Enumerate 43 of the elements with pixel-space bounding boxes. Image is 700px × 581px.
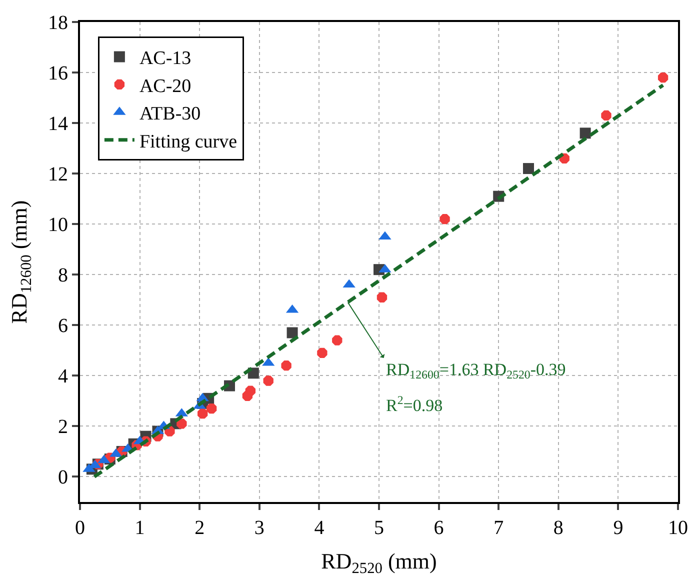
point <box>658 72 668 83</box>
legend-label: ATB-30 <box>139 104 201 125</box>
x-tick-label: 2 <box>194 517 205 539</box>
y-tick-label: 2 <box>58 416 68 438</box>
y-tick-label: 6 <box>58 315 68 338</box>
point <box>263 376 274 386</box>
y-tick-label: 8 <box>58 264 68 287</box>
x-tick-label: 9 <box>613 517 624 539</box>
y-tick-label: 0 <box>58 466 68 489</box>
y-tick-label: 10 <box>48 214 68 236</box>
point <box>198 408 208 419</box>
x-tick-label: 5 <box>374 517 384 539</box>
x-tick-label: 8 <box>553 517 564 539</box>
point <box>281 360 292 371</box>
legend-label: AC-20 <box>139 76 192 97</box>
annotation: R$^{2}$=0.98 <box>386 393 443 416</box>
x-tick-label: 0 <box>75 517 85 539</box>
x-tick-label: 7 <box>494 517 504 539</box>
legend-label: AC-13 <box>139 48 192 70</box>
y-tick-label: 4 <box>58 366 68 388</box>
point <box>601 110 612 121</box>
x-tick-label: 1 <box>134 517 145 539</box>
y-tick-label: 12 <box>48 164 68 186</box>
annotation: RD$_{12600}$=1.63 RD$_{2520}$-0.39 <box>386 360 566 382</box>
legend-label: Fitting curve <box>139 131 238 152</box>
point <box>332 335 342 346</box>
point <box>286 327 298 338</box>
point <box>206 403 217 414</box>
x-axis-title: RD$_{2520}$ (mm) <box>321 548 437 578</box>
point <box>440 214 450 224</box>
y-tick-label: 14 <box>48 113 68 136</box>
point <box>580 128 591 139</box>
point <box>176 418 187 429</box>
point <box>376 292 388 302</box>
y-tick-label: 16 <box>48 62 68 85</box>
x-tick-label: 10 <box>668 517 688 539</box>
point <box>317 348 328 358</box>
x-tick-label: 6 <box>434 517 444 539</box>
point <box>242 390 253 401</box>
x-tick-label: 4 <box>314 517 324 539</box>
y-tick-label: 18 <box>48 12 68 34</box>
point <box>523 163 534 174</box>
x-tick-label: 3 <box>254 517 264 539</box>
